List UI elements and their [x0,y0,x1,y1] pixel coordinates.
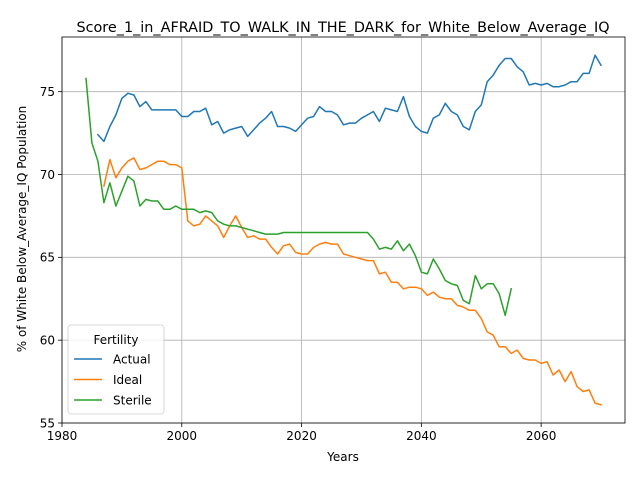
series-line-ideal [103,157,602,406]
legend-label-sterile: Sterile [113,393,152,407]
plot-area-frame [61,36,626,424]
x-axis-ticks: 1980 2000 2020 2040 2060 [47,423,557,443]
chart-title: Score_1_in_AFRAID_TO_WALK_IN_THE_DARK_fo… [76,20,609,36]
x-tick-label: 2020 [286,429,317,443]
legend: Fertility Actual Ideal Sterile [67,324,165,415]
series-line-sterile [85,77,513,317]
x-tick-label: 2040 [406,429,437,443]
series-lines [85,54,603,406]
y-tick-label: 65 [40,251,55,265]
y-tick-label: 55 [40,416,55,430]
y-axis-label: % of White Below_Average_IQ Population [15,106,29,353]
x-tick-label: 2000 [167,429,198,443]
y-tick-label: 70 [40,168,55,182]
y-tick-label: 75 [40,85,55,99]
y-tick-label: 60 [40,333,55,347]
x-tick-label: 2060 [526,429,557,443]
legend-box [67,324,165,415]
y-axis-ticks: 55 60 65 70 75 [40,85,62,430]
x-tick-label: 1980 [47,429,78,443]
series-line-actual [96,54,603,143]
x-axis-label: Years [326,450,359,464]
legend-title: Fertility [93,333,138,347]
legend-label-actual: Actual [113,352,151,366]
legend-label-ideal: Ideal [113,373,142,387]
